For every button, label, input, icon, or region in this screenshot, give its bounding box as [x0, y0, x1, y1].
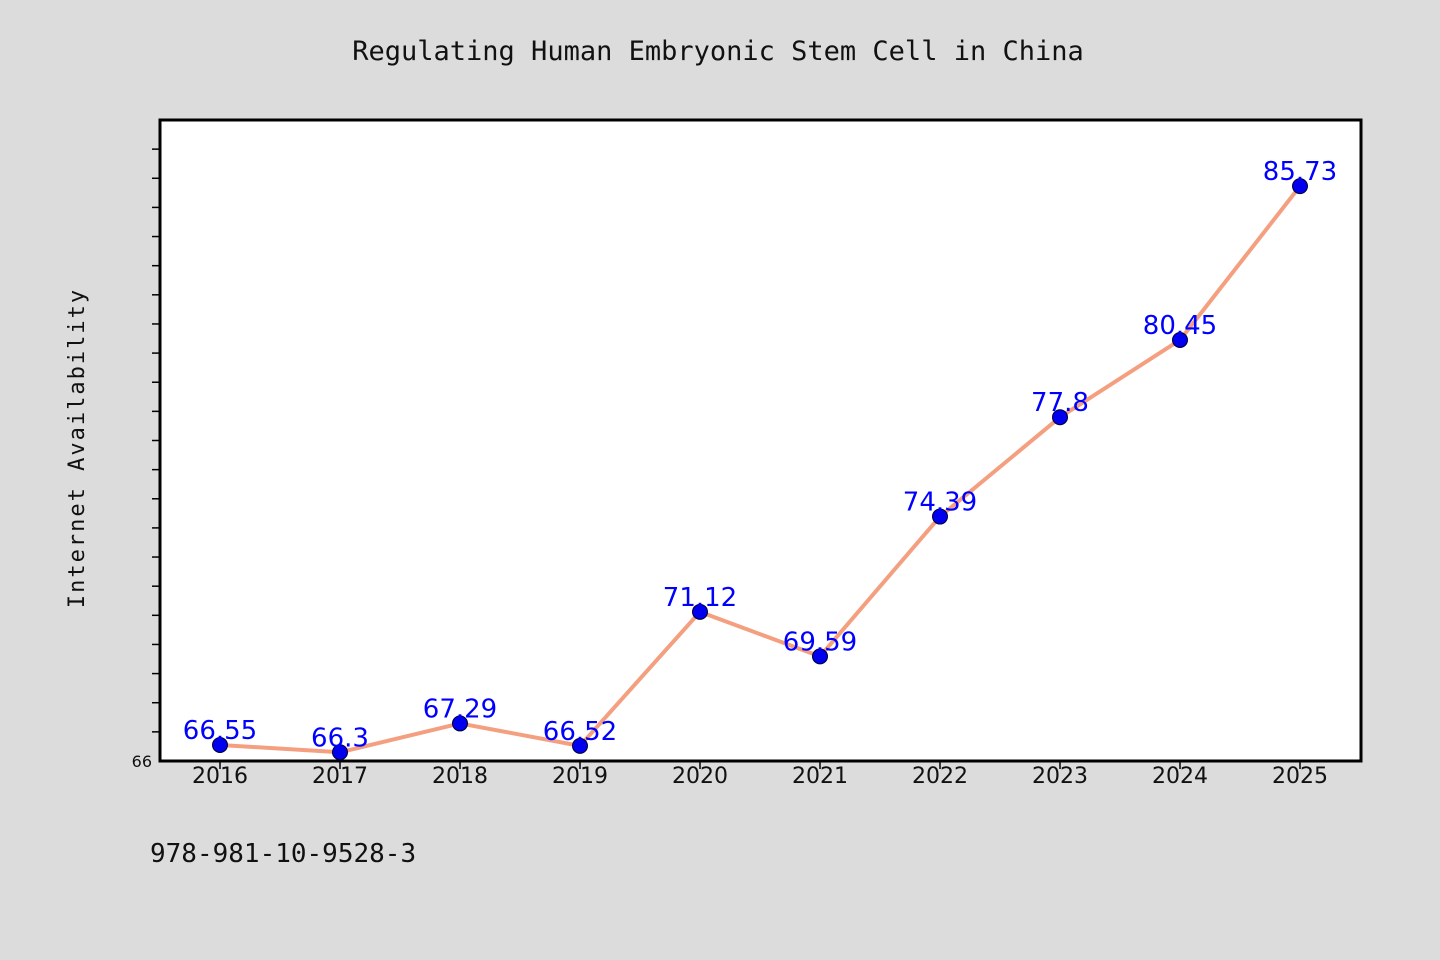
- data-label: 74.39: [903, 488, 977, 518]
- data-label: 66.55: [183, 716, 257, 746]
- data-point: [1292, 178, 1308, 195]
- data-point: [932, 508, 948, 525]
- series-line: [218, 184, 1302, 755]
- plot-area: [160, 120, 1361, 761]
- x-tick-label: 2025: [1272, 764, 1328, 789]
- data-labels: 66.55 66.3 67.29 66.52 71.12 69.59 74.39 77.8 80…: [183, 157, 1337, 753]
- data-label: 80.45: [1143, 311, 1217, 341]
- data-point: [692, 603, 708, 620]
- x-tick-label: 2021: [792, 764, 848, 789]
- footer-isbn: 978-981-10-9528-3: [150, 839, 416, 869]
- data-label: 67.29: [423, 694, 497, 724]
- series-lines: [218, 184, 1302, 755]
- y-axis-tick-labels: 66: [132, 752, 152, 771]
- x-tick-label: 2020: [672, 764, 728, 789]
- data-label: 85.73: [1263, 157, 1337, 187]
- x-tick-label: 2017: [312, 764, 368, 789]
- x-tick-label: 2016: [192, 764, 248, 789]
- data-point: [452, 715, 468, 732]
- data-point: [1052, 409, 1068, 426]
- y-axis-label: Internet Availability: [65, 288, 90, 608]
- x-tick-label: 2023: [1032, 764, 1088, 789]
- x-tick-label: 2024: [1152, 764, 1208, 789]
- plot-frame: [158, 118, 1363, 763]
- data-label: 71.12: [663, 583, 737, 613]
- y-tick-label: 66: [132, 752, 152, 771]
- x-tick-label: 2022: [912, 764, 968, 789]
- x-axis-tick-labels: 2016 2017 2018 2019 2020 2021 2022 2023 2024 2025: [192, 764, 1328, 789]
- x-tick-label: 2019: [552, 764, 608, 789]
- data-label: 77.8: [1031, 388, 1089, 418]
- data-label: 69.59: [783, 627, 857, 657]
- data-point: [812, 648, 828, 665]
- chart-title: Regulating Human Embryonic Stem Cell in …: [352, 36, 1084, 67]
- data-point: [212, 736, 228, 753]
- data-point: [572, 737, 588, 754]
- data-point: [1172, 331, 1188, 348]
- data-label: 66.3: [311, 723, 369, 753]
- data-label: 66.52: [543, 717, 617, 747]
- x-tick-label: 2018: [432, 764, 488, 789]
